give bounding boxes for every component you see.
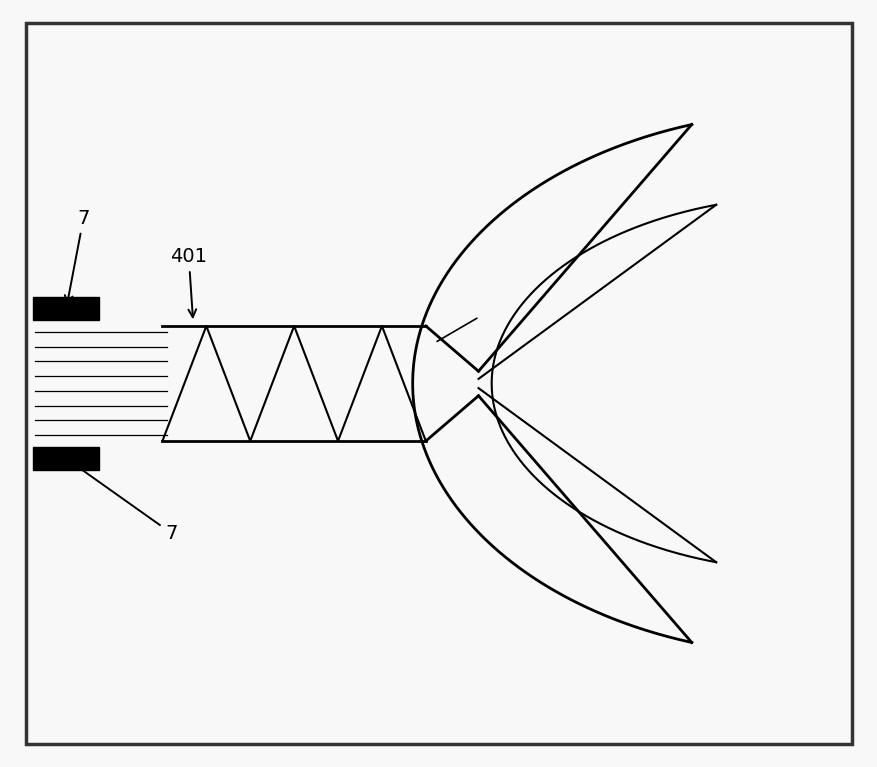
Text: 401: 401 bbox=[170, 248, 207, 318]
Text: 7: 7 bbox=[65, 209, 89, 304]
Bar bbox=[33, 297, 99, 320]
Bar bbox=[33, 447, 99, 470]
Text: 7: 7 bbox=[70, 462, 177, 542]
